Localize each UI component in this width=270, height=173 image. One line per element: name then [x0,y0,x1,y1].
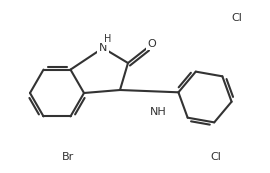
Text: Br: Br [62,152,74,162]
Text: Cl: Cl [232,13,242,23]
Text: Cl: Cl [211,152,221,162]
Text: O: O [148,39,156,49]
Text: NH: NH [150,107,166,117]
Text: N: N [99,43,107,53]
Text: H: H [104,34,112,44]
